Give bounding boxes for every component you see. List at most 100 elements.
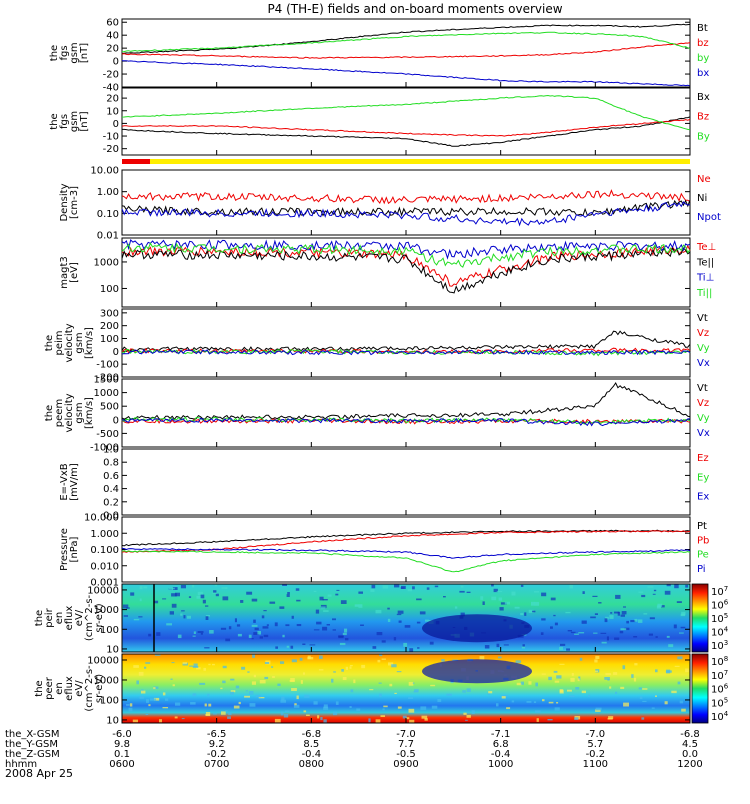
pressure-legend-blue: Pi <box>697 564 706 575</box>
ion-spectrogram-colorbar <box>691 583 709 653</box>
electron-velocity-ylabel: [km/s] <box>84 397 95 429</box>
series-pressure-pe <box>121 550 691 573</box>
electron-spectrogram-texture <box>126 654 689 724</box>
density-ytick-label: 10.00 <box>90 166 119 177</box>
temperature-ylabel: magt3 <box>59 256 70 289</box>
xaxis-value: 4.5 <box>682 739 698 750</box>
electron-spectrogram-colorbar-label: 108 <box>711 655 728 668</box>
xaxis-row-label: the_X-GSM <box>5 729 59 740</box>
panel-efield: 1.0 0.8 0.6 0.4 0.2 0.0 E=-VxB [mV/m] Ez Ey Ex <box>59 445 709 522</box>
xaxis-value: 9.8 <box>114 739 130 750</box>
series-pressure-pb <box>121 530 691 553</box>
fgs-gsm-1-legend-black: Bt <box>697 23 708 34</box>
ion-spectrogram-ylabel: en <box>54 612 65 625</box>
fgs-gsm-2-ytick-label: -10 <box>103 132 119 143</box>
series-electron-velocity-vt <box>121 381 691 421</box>
electron-spectrogram-ylabel: en <box>54 682 65 695</box>
ion-velocity-ytick-label: -100 <box>96 360 119 371</box>
electron-spectrogram-ylabel: eflux <box>64 676 75 701</box>
ion-spectrogram-ytick-label: 10000 <box>87 585 119 596</box>
xaxis-value: 0.1 <box>114 749 130 760</box>
electron-spectrogram-ytick-label: 100 <box>100 695 119 706</box>
xaxis-value: -6.8 <box>680 729 700 740</box>
xaxis-value: -0.5 <box>396 749 416 760</box>
electron-spectrogram-colorbar <box>691 653 709 724</box>
xaxis-value: 1000 <box>488 759 513 770</box>
xaxis-row-label: hhmm <box>5 759 37 770</box>
temperature-legend-green: Ti|| <box>696 288 712 299</box>
fgs-gsm-2-ytick-label: 10 <box>106 106 119 117</box>
fgs-gsm-1-ytick-label: 60 <box>106 18 119 29</box>
electron-spectrogram-ytick-label: 1000 <box>94 675 119 686</box>
electron-velocity-legend-black: Vt <box>697 383 708 394</box>
electron-spectrogram-ylabel: sr-eV) <box>94 674 105 703</box>
series-fgs-gsm-1-bt <box>121 23 691 54</box>
fgs-gsm-2-ylabel: the <box>49 113 60 129</box>
xaxis-value: 0800 <box>299 759 324 770</box>
series-fgs-gsm-2-bx <box>122 116 691 147</box>
fgs-gsm-2-ytick-label: 0 <box>113 119 119 130</box>
ion-velocity-ytick-label: -200 <box>96 373 119 384</box>
electron-velocity-legend-blue: Vx <box>697 428 710 439</box>
xaxis-value: 1200 <box>677 759 702 770</box>
fgs-gsm-2-frame <box>121 87 691 156</box>
pressure-ytick-label: 10.000 <box>84 513 119 524</box>
series-ion-velocity-vx <box>121 349 691 356</box>
fgs-gsm-2-legend-green: By <box>697 131 710 142</box>
fgs-gsm-2-legend-black: Bx <box>697 92 710 103</box>
electron-velocity-ytick-label: 0 <box>113 415 119 426</box>
density-ytick-label: 1.00 <box>97 187 119 198</box>
xaxis-value: 1100 <box>583 759 608 770</box>
mode-bar <box>122 159 690 164</box>
temperature-legend-black: Te|| <box>696 257 714 268</box>
xaxis-value: -7.0 <box>586 729 606 740</box>
efield-ylabel: E=-VxB <box>59 463 70 500</box>
xaxis-value: 8.5 <box>303 739 319 750</box>
fgs-gsm-2-ytick-label: -20 <box>103 144 119 155</box>
mode-bar-red <box>122 159 150 164</box>
electron-velocity-ylabel: velocity <box>64 393 75 432</box>
electron-spectrogram-colorbar-label: 106 <box>711 683 729 696</box>
fgs-gsm-2-legend-red: Bz <box>697 112 709 123</box>
fgs-gsm-1-ytick-label: -20 <box>103 70 119 81</box>
series-ion-velocity-vt <box>121 330 691 353</box>
xaxis-value: -7.1 <box>491 729 511 740</box>
xaxis-value: 0.0 <box>682 749 698 760</box>
temperature-ylabel: [eV] <box>69 262 80 283</box>
fgs-gsm-1-legend-green: by <box>697 53 709 64</box>
xaxis-value: 6.8 <box>493 739 509 750</box>
fgs-gsm-2-ylabel: gsm <box>69 111 80 132</box>
electron-spectrogram-colorbar-label: 107 <box>711 669 728 682</box>
density-legend-red: Ne <box>697 174 711 185</box>
fgs-gsm-1-legend-red: bz <box>697 38 709 49</box>
ion-spectrogram-colorbar-label: 106 <box>711 599 729 612</box>
electron-spectrogram-ytick-label: 10000 <box>87 656 119 667</box>
ion-velocity-ytick-label: 0 <box>113 347 119 358</box>
panel-ion-velocity: 300 200 100 0 -100 -200 the peim velocity gsm [km/… <box>44 308 710 383</box>
series-density-npot <box>121 201 691 227</box>
efield-ytick-label: 1.0 <box>103 445 119 456</box>
fgs-gsm-1-ytick-label: -40 <box>103 83 119 94</box>
efield-frame <box>121 448 691 516</box>
ion-velocity-ylabel: the <box>44 335 55 351</box>
xaxis-value: -0.4 <box>491 749 511 760</box>
series-ion-velocity-vz <box>121 347 691 355</box>
xaxis-value: -6.0 <box>112 729 132 740</box>
fgs-gsm-1-legend-blue: bx <box>697 68 709 79</box>
electron-velocity-ytick-label: -1000 <box>90 443 119 454</box>
ion-spectrogram-ylabel: (cm^2-s- <box>84 594 95 641</box>
ion-spectrogram-ylabel: eV/ <box>74 609 85 626</box>
electron-velocity-legend-green: Vy <box>697 413 710 424</box>
efield-ytick-label: 0.2 <box>103 497 119 508</box>
electron-velocity-ytick-label: -500 <box>96 429 119 440</box>
ion-spectrogram-colorbar-label: 105 <box>711 612 728 625</box>
ion-velocity-ylabel: velocity <box>64 323 75 362</box>
ion-spectrogram-ylabel: peir <box>44 607 55 627</box>
ion-spectrogram-ytick-label: 1000 <box>94 605 119 616</box>
ion-spectrogram-colorbar-label: 107 <box>711 585 728 598</box>
date-label: 2008 Apr 25 <box>5 767 73 780</box>
electron-spectrogram-colorbar-label: 104 <box>711 710 729 723</box>
electron-spectrogram-ylabel: the <box>34 680 45 696</box>
electron-velocity-ylabel: the <box>44 405 55 421</box>
